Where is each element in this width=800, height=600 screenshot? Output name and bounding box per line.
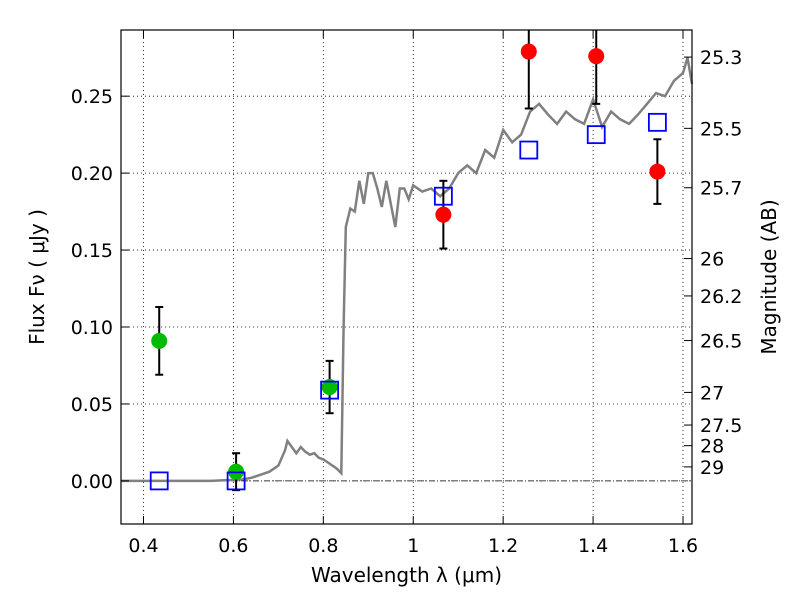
y2-tick-label: 25.5	[700, 118, 742, 140]
y2-tick-label: 26.5	[700, 331, 742, 353]
x-tick-label: 1.4	[578, 535, 608, 557]
plot-frame	[120, 29, 693, 525]
y-tick-label: 0.00	[71, 471, 113, 493]
model-flux-square	[320, 380, 340, 400]
model-flux-square	[226, 471, 246, 491]
y-tick-label: 0.20	[71, 163, 113, 185]
data-point	[520, 43, 537, 60]
y-tick-label: 0.10	[71, 317, 113, 339]
x-tick-label: 1.2	[488, 535, 518, 557]
y2-tick-label: 25.7	[700, 178, 742, 200]
y2-tick-label: 26.2	[700, 286, 742, 308]
y2-tick-label: 26	[700, 249, 724, 271]
y2-tick-label: 25.3	[700, 47, 742, 69]
y2-tick-label: 28	[700, 436, 724, 458]
x-tick-label: 1.6	[668, 535, 698, 557]
axis-layer: 0.4 0.6 0.8 1 1.2 1.4 1.6 0.00 0.05 0.10 0.15 0.20 0…	[71, 30, 742, 557]
data-point	[151, 332, 168, 349]
model-spectrum-line	[121, 57, 694, 483]
model-flux-square	[149, 471, 169, 491]
x-tick-label: 1	[407, 535, 419, 557]
model-flux-square	[586, 125, 606, 145]
x-tick-label: 0.4	[128, 535, 158, 557]
y-tick-label: 0.25	[71, 86, 113, 108]
data-point	[588, 48, 605, 65]
data-point	[321, 379, 338, 396]
marks-layer	[149, 30, 667, 492]
model-flux-square	[433, 186, 453, 206]
y-tick-label: 0.15	[71, 240, 113, 262]
right-axis-label: Magnitude (AB)	[757, 199, 781, 354]
x-tick-label: 0.6	[218, 535, 248, 557]
grid-layer	[121, 30, 692, 524]
y-axis-label: Flux Fν ( μJy )	[25, 209, 49, 345]
data-point	[435, 206, 452, 223]
y-tick-label: 0.05	[71, 394, 113, 416]
data-point	[649, 163, 666, 180]
model-flux-square	[519, 140, 539, 160]
x-axis-label: Wavelength λ (μm)	[311, 563, 502, 587]
model-flux-square	[647, 112, 667, 132]
y2-tick-label: 29	[700, 457, 724, 479]
y2-tick-label: 27	[700, 382, 724, 404]
x-tick-label: 0.8	[308, 535, 338, 557]
y2-tick-label: 27.5	[700, 415, 742, 437]
